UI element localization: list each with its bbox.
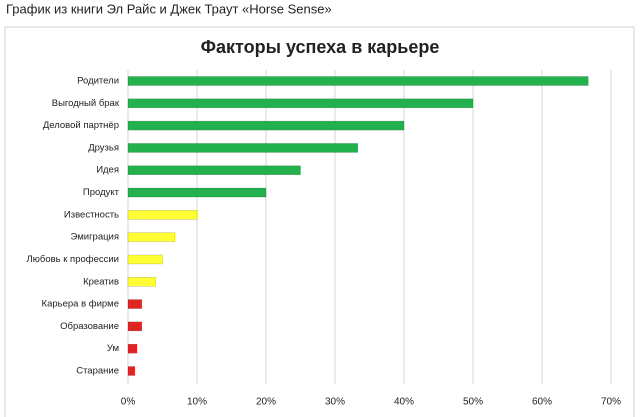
y-tick-label: Родители <box>77 76 119 87</box>
y-tick-label: Известность <box>64 209 119 220</box>
bar <box>127 299 143 309</box>
x-tick-label: 60% <box>532 397 552 408</box>
bar <box>127 120 405 131</box>
x-tick-label: 20% <box>256 397 276 408</box>
x-tick-label: 70% <box>601 397 621 408</box>
x-tick-label: 30% <box>325 397 345 408</box>
bar <box>127 165 301 175</box>
bar <box>127 254 163 265</box>
x-tick-label: 40% <box>394 397 414 408</box>
bar <box>127 210 198 220</box>
bar <box>127 277 156 287</box>
chart-title: Факторы успеха в карьере <box>201 37 440 57</box>
x-tick-label: 50% <box>463 397 483 408</box>
y-tick-label: Карьера в фирме <box>42 299 119 310</box>
bar <box>127 98 474 109</box>
bar <box>127 321 143 332</box>
caption: График из книги Эл Райс и Джек Траут «Ho… <box>6 1 332 16</box>
y-tick-label: Креатив <box>83 276 119 287</box>
bar <box>127 232 176 242</box>
bar <box>127 187 267 198</box>
bar <box>127 143 359 153</box>
y-tick-label: Любовь к профессии <box>27 254 119 265</box>
x-tick-label: 10% <box>187 397 207 408</box>
y-tick-label: Эмиграция <box>71 232 119 243</box>
y-tick-label: Выгодный брак <box>52 98 120 109</box>
y-tick-label: Образование <box>60 321 119 332</box>
bar <box>127 76 589 86</box>
y-tick-label: Ум <box>107 343 119 354</box>
y-tick-label: Старание <box>76 366 119 377</box>
y-tick-label: Друзья <box>88 142 119 153</box>
x-tick-label: 0% <box>121 397 136 408</box>
bar <box>127 366 136 376</box>
y-tick-label: Продукт <box>83 187 120 198</box>
chart-frame <box>4 26 635 417</box>
bar <box>127 343 138 354</box>
y-tick-label: Деловой партнёр <box>43 120 119 131</box>
y-tick-label: Идея <box>96 165 119 176</box>
